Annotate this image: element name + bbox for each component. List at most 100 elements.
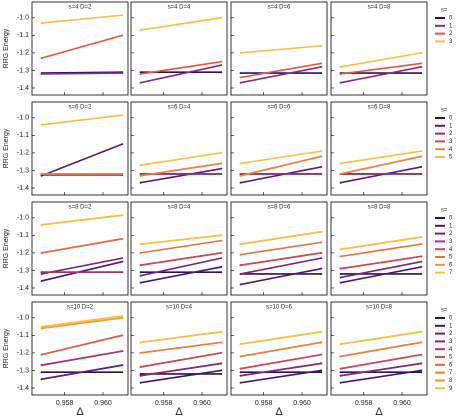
- point: [220, 162, 223, 165]
- panel-title: s=4 D=4: [168, 5, 191, 11]
- point: [40, 327, 43, 330]
- point: [220, 60, 223, 63]
- series-line: [140, 362, 222, 377]
- series-line: [240, 62, 322, 79]
- point: [320, 272, 323, 275]
- point: [121, 143, 124, 146]
- point: [239, 172, 242, 175]
- point: [420, 362, 423, 365]
- point: [220, 251, 223, 254]
- series-line: [340, 353, 422, 370]
- series-line: [140, 341, 222, 354]
- series-line: [41, 72, 123, 75]
- series-line: [340, 150, 422, 165]
- series-line: [140, 17, 222, 31]
- legend-label: 1: [449, 323, 453, 329]
- point: [220, 71, 223, 74]
- y-tick-label: -1.2: [17, 50, 29, 57]
- legend-label: 0: [449, 116, 453, 122]
- point: [139, 172, 142, 175]
- series-line: [140, 369, 222, 384]
- point: [220, 234, 223, 237]
- point: [220, 330, 223, 333]
- point: [320, 72, 323, 75]
- legend-label: 2: [449, 231, 453, 237]
- panel-title: s=4 D=2: [69, 5, 92, 11]
- point: [320, 341, 323, 344]
- point: [320, 362, 323, 365]
- series-line: [140, 167, 222, 184]
- series-line: [240, 241, 322, 256]
- point: [320, 155, 323, 158]
- series-line: [340, 155, 422, 175]
- legend-label: 4: [449, 147, 453, 153]
- point: [420, 330, 423, 333]
- point: [339, 181, 342, 184]
- point: [40, 271, 43, 274]
- legend-label: 8: [449, 378, 453, 384]
- panel-frame: [130, 201, 228, 296]
- point: [320, 172, 323, 175]
- panel-title: s=6 D=4: [168, 105, 191, 111]
- panel-frame: [130, 101, 228, 196]
- y-tick-label: -1.1: [17, 32, 29, 39]
- point: [40, 272, 43, 275]
- panel-title: s=10 D=6: [266, 305, 293, 311]
- legend-label: 9: [449, 386, 453, 392]
- point: [139, 81, 142, 84]
- point: [420, 236, 423, 239]
- y-tick-label: -1.2: [17, 150, 29, 157]
- point: [239, 272, 242, 275]
- series-line: [240, 166, 322, 184]
- series-line: [140, 252, 222, 266]
- point: [40, 371, 43, 374]
- point: [339, 374, 342, 377]
- point: [239, 374, 242, 377]
- legend-label: 3: [449, 39, 453, 45]
- legend-label: 0: [449, 16, 453, 22]
- point: [121, 315, 124, 318]
- point: [220, 372, 223, 375]
- legend-label: 3: [449, 139, 453, 145]
- point: [139, 264, 142, 267]
- x-tick-label: 0.958: [155, 400, 173, 407]
- point: [139, 29, 142, 32]
- y-tick-label: -1.3: [17, 67, 29, 74]
- series-line: [140, 352, 222, 368]
- point: [239, 371, 242, 374]
- point: [239, 162, 242, 165]
- point: [420, 172, 423, 175]
- legend-label: 6: [449, 262, 453, 268]
- point: [40, 223, 43, 226]
- point: [121, 14, 124, 17]
- point: [40, 174, 43, 177]
- point: [420, 255, 423, 258]
- point: [121, 34, 124, 37]
- series-line: [41, 334, 123, 356]
- point: [139, 251, 142, 254]
- panel-frame: [330, 1, 428, 96]
- y-tick-label: -1.4: [17, 285, 29, 292]
- point: [121, 364, 124, 367]
- point: [320, 62, 323, 65]
- point: [320, 65, 323, 68]
- series-line: [240, 341, 322, 358]
- panel-frame: [230, 301, 328, 396]
- point: [239, 253, 242, 256]
- panel-title: s=10 D=4: [166, 305, 193, 311]
- y-tick-label: -1.1: [17, 232, 29, 239]
- panel-title: s=10 D=8: [366, 305, 393, 311]
- y-tick-label: -1.1: [17, 332, 29, 339]
- point: [239, 174, 242, 177]
- series-line: [41, 316, 123, 330]
- point: [420, 243, 423, 246]
- y-tick-label: -1.1: [17, 132, 29, 139]
- legend-label: 4: [449, 347, 453, 353]
- x-tick-label: 0.960: [94, 400, 112, 407]
- point: [339, 255, 342, 258]
- x-axis-label: Δ: [275, 406, 283, 418]
- legend-label: 7: [449, 370, 453, 376]
- y-tick-label: -1.2: [17, 250, 29, 257]
- legend-label: 2: [449, 331, 453, 337]
- series-line: [140, 257, 222, 277]
